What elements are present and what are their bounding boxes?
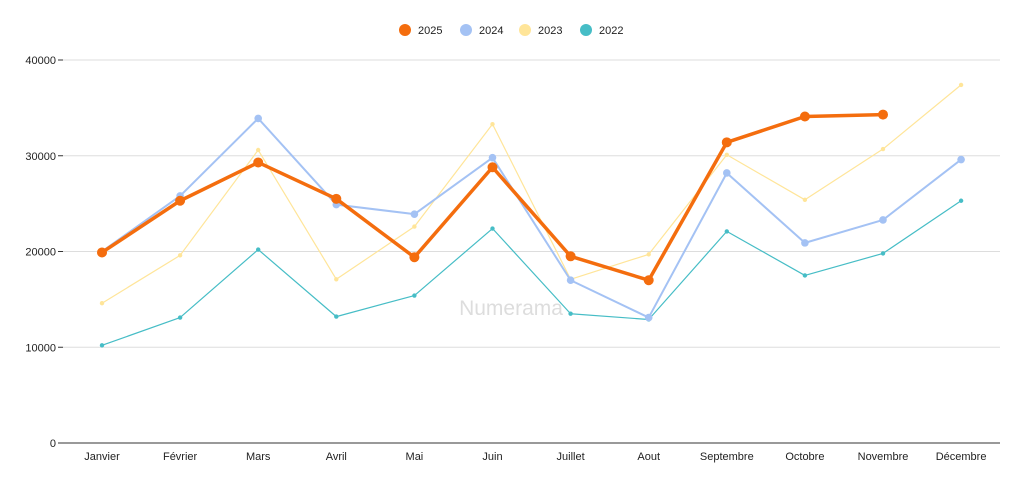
data-point-2025[interactable] bbox=[331, 193, 342, 204]
gridlines bbox=[63, 59, 1000, 348]
x-tick-label: Décembre bbox=[936, 451, 987, 463]
data-point-2024[interactable] bbox=[723, 169, 731, 177]
y-tick-label: 0 bbox=[50, 438, 56, 450]
data-point-2022[interactable] bbox=[256, 247, 261, 252]
data-point-2025[interactable] bbox=[487, 162, 498, 173]
data-point-2024[interactable] bbox=[801, 239, 809, 247]
data-point-2024[interactable] bbox=[254, 114, 262, 123]
legend-marker bbox=[460, 24, 472, 36]
x-tick-label: Novembre bbox=[858, 451, 909, 463]
data-point-2024[interactable] bbox=[879, 216, 887, 224]
legend-label: 2025 bbox=[418, 25, 442, 37]
legend-item-2025[interactable]: 2025 bbox=[399, 24, 442, 37]
data-point-2025[interactable] bbox=[565, 251, 576, 262]
data-point-2022[interactable] bbox=[958, 198, 964, 203]
x-tick-label: Septembre bbox=[700, 451, 754, 463]
legend-label: 2023 bbox=[538, 25, 562, 37]
legend-marker bbox=[399, 24, 411, 36]
legend[interactable]: 2025 2024 2023 2022 bbox=[399, 24, 623, 37]
series-line-2025 bbox=[100, 112, 885, 282]
legend-item-2024[interactable]: 2024 bbox=[460, 24, 503, 37]
data-point-2025[interactable] bbox=[175, 195, 186, 206]
data-point-2022[interactable] bbox=[880, 251, 886, 256]
data-point-2023[interactable] bbox=[177, 253, 183, 258]
data-point-2022[interactable] bbox=[802, 273, 808, 278]
x-tick-label: Janvier bbox=[84, 451, 120, 463]
series-line-2022 bbox=[101, 200, 962, 346]
series-line-2024 bbox=[101, 117, 963, 319]
data-point-2022[interactable] bbox=[177, 315, 183, 320]
legend-label: 2022 bbox=[599, 25, 623, 37]
x-tick-label: Aout bbox=[637, 451, 660, 463]
data-point-2023[interactable] bbox=[646, 252, 651, 257]
data-point-2022[interactable] bbox=[724, 229, 729, 234]
legend-marker bbox=[519, 24, 531, 36]
series-2025 bbox=[97, 109, 888, 286]
data-point-2022[interactable] bbox=[568, 311, 573, 316]
data-point-2025[interactable] bbox=[799, 111, 810, 122]
watermark-text: Numerama bbox=[459, 297, 563, 320]
data-point-2023[interactable] bbox=[99, 301, 105, 306]
x-tick-label: Juin bbox=[482, 451, 502, 463]
y-tick-label: 20000 bbox=[25, 247, 56, 259]
x-tick-label: Mars bbox=[246, 451, 271, 463]
legend-item-2023[interactable]: 2023 bbox=[519, 24, 562, 37]
data-point-2023[interactable] bbox=[256, 147, 261, 153]
y-tick-label: 40000 bbox=[25, 55, 56, 67]
data-point-2023[interactable] bbox=[334, 277, 339, 282]
x-tick-label: Mai bbox=[406, 451, 424, 463]
axes: 0 10000 20000 30000 40000 Janvier Février Mars A… bbox=[25, 55, 1000, 463]
data-point-2022[interactable] bbox=[490, 226, 495, 231]
data-point-2025[interactable] bbox=[721, 137, 732, 148]
legend-item-2022[interactable]: 2022 bbox=[580, 24, 623, 37]
data-point-2023[interactable] bbox=[880, 146, 886, 152]
data-point-2025[interactable] bbox=[253, 157, 264, 168]
data-point-2025[interactable] bbox=[643, 275, 654, 286]
data-point-2023[interactable] bbox=[412, 224, 417, 229]
x-tick-label: Avril bbox=[326, 451, 347, 463]
data-point-2023[interactable] bbox=[958, 82, 964, 88]
y-tick-label: 30000 bbox=[25, 151, 56, 163]
legend-label: 2024 bbox=[479, 25, 503, 37]
x-tick-label: Février bbox=[163, 451, 198, 463]
series-2024 bbox=[98, 114, 965, 322]
data-point-2025[interactable] bbox=[878, 109, 888, 120]
data-point-2022[interactable] bbox=[334, 314, 339, 319]
data-point-2024[interactable] bbox=[957, 155, 965, 164]
data-point-2025[interactable] bbox=[409, 252, 420, 263]
series-lines bbox=[97, 82, 965, 348]
data-point-2024[interactable] bbox=[410, 210, 419, 218]
data-point-2024[interactable] bbox=[488, 153, 497, 162]
x-tick-label: Juillet bbox=[557, 451, 585, 463]
series-2022 bbox=[99, 198, 964, 348]
x-tick-label: Octobre bbox=[785, 451, 824, 463]
data-point-2025[interactable] bbox=[97, 247, 107, 258]
data-point-2023[interactable] bbox=[724, 152, 729, 157]
y-tick-label: 10000 bbox=[25, 342, 56, 354]
data-point-2022[interactable] bbox=[99, 343, 105, 348]
data-point-2024[interactable] bbox=[566, 276, 575, 285]
legend-marker bbox=[580, 24, 592, 36]
data-point-2023[interactable] bbox=[490, 121, 495, 127]
data-point-2023[interactable] bbox=[802, 197, 808, 202]
data-point-2024[interactable] bbox=[644, 313, 653, 322]
data-point-2022[interactable] bbox=[412, 293, 417, 298]
